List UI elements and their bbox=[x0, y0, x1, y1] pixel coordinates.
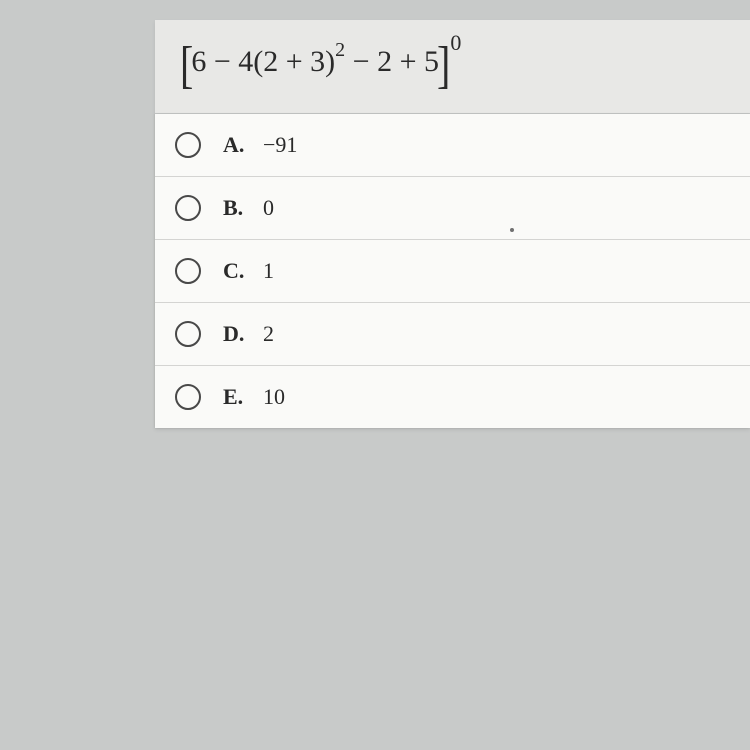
quiz-container: [6 − 4(2 + 3)2 − 2 + 5]0 A. −91 B. 0 C. … bbox=[155, 20, 750, 428]
option-b[interactable]: B. 0 bbox=[155, 177, 750, 240]
option-letter: E. bbox=[223, 384, 245, 410]
option-letter: D. bbox=[223, 321, 245, 347]
radio-icon[interactable] bbox=[175, 384, 201, 410]
radio-icon[interactable] bbox=[175, 195, 201, 221]
options-container: A. −91 B. 0 C. 1 D. 2 bbox=[155, 114, 750, 428]
expr-exp1: 2 bbox=[335, 39, 345, 61]
option-a[interactable]: A. −91 bbox=[155, 114, 750, 177]
expr-part1: 6 − 4(2 + 3) bbox=[191, 45, 335, 78]
radio-icon[interactable] bbox=[175, 321, 201, 347]
math-expression: [6 − 4(2 + 3)2 − 2 + 5]0 bbox=[180, 40, 461, 88]
option-label: A. −91 bbox=[223, 132, 297, 158]
option-value: 0 bbox=[263, 195, 274, 221]
question-area: [6 − 4(2 + 3)2 − 2 + 5]0 bbox=[155, 20, 750, 114]
bracket-right: ] bbox=[437, 34, 450, 95]
option-letter: A. bbox=[223, 132, 245, 158]
expr-exp-outer: 0 bbox=[450, 30, 461, 55]
expr-part2: − 2 + 5 bbox=[345, 45, 439, 78]
radio-icon[interactable] bbox=[175, 258, 201, 284]
option-value: 1 bbox=[263, 258, 274, 284]
option-label: D. 2 bbox=[223, 321, 274, 347]
option-c[interactable]: C. 1 bbox=[155, 240, 750, 303]
option-letter: C. bbox=[223, 258, 245, 284]
bracket-left: [ bbox=[180, 34, 193, 95]
option-value: 2 bbox=[263, 321, 274, 347]
option-label: B. 0 bbox=[223, 195, 274, 221]
option-letter: B. bbox=[223, 195, 245, 221]
option-label: C. 1 bbox=[223, 258, 274, 284]
radio-icon[interactable] bbox=[175, 132, 201, 158]
option-value: −91 bbox=[263, 132, 297, 158]
artifact-dot bbox=[510, 228, 514, 232]
option-value: 10 bbox=[263, 384, 285, 410]
option-d[interactable]: D. 2 bbox=[155, 303, 750, 366]
option-e[interactable]: E. 10 bbox=[155, 366, 750, 428]
option-label: E. 10 bbox=[223, 384, 285, 410]
